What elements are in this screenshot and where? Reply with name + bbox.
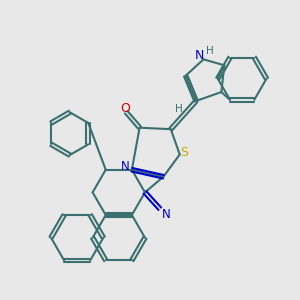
Text: N: N (121, 160, 130, 173)
Text: N: N (161, 208, 170, 221)
Text: N: N (194, 49, 204, 62)
Text: H: H (206, 46, 214, 56)
Text: O: O (120, 102, 130, 115)
Text: H: H (175, 104, 183, 114)
Text: S: S (180, 146, 188, 160)
